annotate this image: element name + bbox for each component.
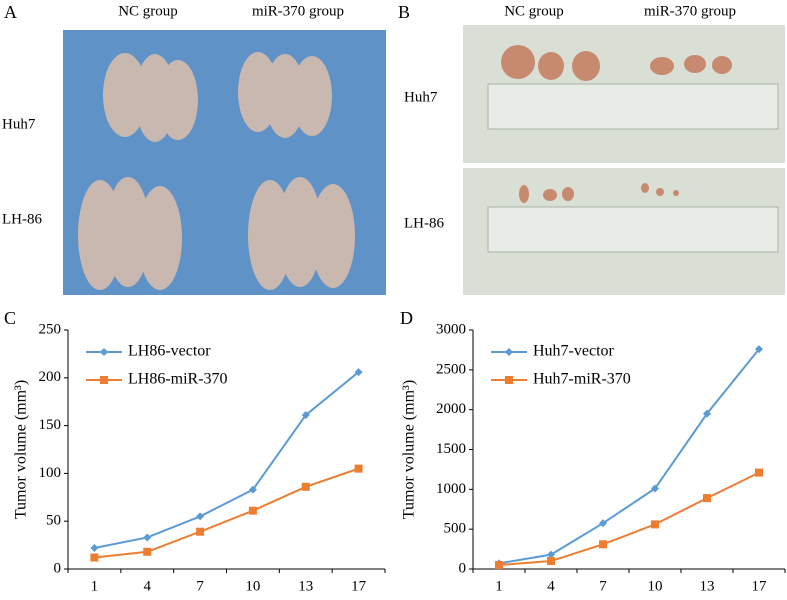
y-tick-label: 200 (39, 369, 62, 385)
series-line (498, 471, 760, 567)
marker (505, 348, 513, 356)
y-tick-label: 1000 (436, 481, 466, 497)
series-line (94, 371, 360, 549)
column-label: miR-370 group (644, 3, 736, 19)
panel-label: B (398, 2, 410, 22)
marker (547, 550, 555, 559)
panel-label: C (4, 308, 16, 328)
marker (651, 520, 659, 529)
column-label: NC group (504, 3, 564, 19)
marker (301, 411, 310, 420)
y-tick-label: 500 (444, 521, 467, 537)
series-line (498, 348, 760, 565)
column-label: miR-370 group (252, 3, 344, 19)
x-tick-label: 1 (495, 578, 503, 594)
marker (703, 494, 711, 503)
y-tick-label: 50 (46, 513, 61, 529)
x-tick-label: 4 (144, 578, 152, 594)
marker (90, 553, 99, 562)
marker (143, 547, 152, 556)
marker (599, 540, 607, 549)
marker (100, 348, 108, 356)
row-label: LH-86 (404, 215, 444, 231)
row-label: LH-86 (2, 211, 42, 227)
marker (755, 468, 763, 477)
row-label: Huh7 (2, 116, 36, 132)
x-tick-label: 7 (196, 578, 204, 594)
marker (651, 484, 659, 493)
y-tick-label: 100 (39, 465, 62, 481)
marker (755, 345, 763, 354)
legend-label: LH86-miR-370 (128, 371, 228, 388)
legend-label: LH86-vector (128, 343, 211, 360)
x-tick-label: 13 (700, 578, 715, 594)
marker (703, 409, 711, 418)
marker (599, 519, 607, 528)
y-axis-label: Tumor volume (mm³) (13, 380, 30, 519)
marker (143, 533, 152, 542)
x-tick-label: 17 (752, 578, 768, 594)
marker (505, 376, 513, 384)
y-tick-label: 2500 (436, 361, 466, 377)
y-tick-label: 250 (39, 321, 62, 337)
marker (354, 368, 363, 377)
marker (248, 485, 257, 494)
marker (354, 464, 363, 473)
marker (90, 543, 99, 552)
legend-label: Huh7-vector (533, 343, 615, 360)
y-tick-label: 1500 (436, 441, 466, 457)
panel-label: D (400, 308, 413, 328)
column-label: NC group (118, 3, 178, 19)
y-tick-label: 150 (39, 417, 62, 433)
y-tick-label: 2000 (436, 401, 466, 417)
legend-label: Huh7-miR-370 (533, 371, 631, 388)
ruler (487, 206, 779, 253)
x-tick-label: 4 (547, 578, 555, 594)
ruler (487, 83, 779, 130)
y-tick-label: 0 (54, 560, 62, 576)
x-tick-label: 17 (351, 578, 367, 594)
marker (547, 557, 555, 566)
marker (196, 527, 205, 536)
x-tick-label: 7 (599, 578, 607, 594)
x-tick-label: 13 (298, 578, 313, 594)
y-tick-label: 0 (459, 560, 467, 576)
marker (100, 376, 108, 384)
x-tick-label: 10 (245, 578, 260, 594)
mice-shapes (78, 52, 355, 290)
marker (495, 561, 503, 570)
row-label: Huh7 (404, 89, 438, 105)
y-axis-label: Tumor volume (mm³) (401, 380, 418, 519)
tumor-shapes (501, 45, 732, 203)
marker (301, 482, 310, 491)
y-tick-label: 3000 (436, 321, 466, 337)
marker (248, 506, 257, 515)
series-line (94, 467, 359, 559)
marker (196, 512, 205, 521)
x-tick-label: 10 (648, 578, 663, 594)
panel-label: A (4, 2, 17, 22)
x-tick-label: 1 (91, 578, 99, 594)
